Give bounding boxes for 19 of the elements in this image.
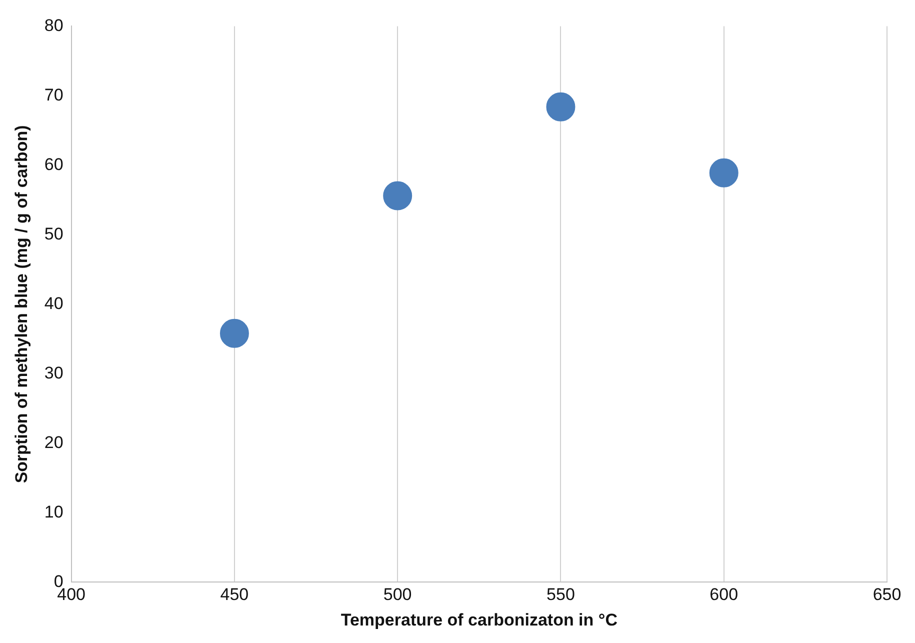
y-tick-label: 30 <box>44 363 64 382</box>
point <box>383 181 412 210</box>
point <box>220 318 249 348</box>
y-tick-label: 50 <box>44 224 64 244</box>
y-tick-label: 80 <box>44 16 64 35</box>
x-tick-label: 550 <box>546 585 575 604</box>
x-tick-label: 600 <box>710 585 738 604</box>
x-tick-label: 650 <box>872 585 902 604</box>
y-tick-label: 40 <box>44 294 64 313</box>
x-tick-label: 500 <box>383 585 412 604</box>
point <box>709 158 738 188</box>
y-axis-title: Sorption of methylen blue (mg / g of carbon) <box>12 125 31 484</box>
y-tick-label: 20 <box>44 432 64 452</box>
x-tick-label: 450 <box>220 585 249 604</box>
y-tick-label: 10 <box>44 502 64 522</box>
y-tick-label: 70 <box>44 85 64 104</box>
y-tick-label: 60 <box>44 154 64 174</box>
point <box>546 92 576 122</box>
x-axis-title: Temperature of carbonizaton in °C <box>340 610 618 630</box>
